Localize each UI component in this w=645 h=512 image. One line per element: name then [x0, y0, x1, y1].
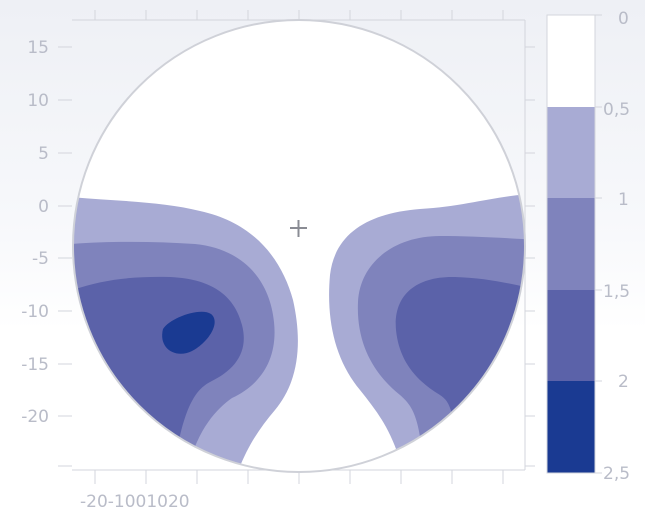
colorbar-tick-label: 2 — [618, 372, 629, 392]
colorbar-tick-label: 2,5 — [603, 464, 630, 484]
y-tick-label: -5 — [32, 249, 49, 269]
colorbar-band — [547, 107, 595, 198]
colorbar-band — [547, 15, 595, 107]
y-tick-label: 10 — [27, 91, 49, 111]
y-tick-label: -15 — [21, 355, 49, 375]
colorbar-band — [547, 290, 595, 381]
center-plus-icon — [290, 220, 307, 237]
contour-field — [73, 20, 525, 472]
y-tick-label: 5 — [38, 144, 49, 164]
axis-ticks — [58, 10, 535, 484]
colorbar-tick-label: 1 — [618, 190, 629, 210]
y-tick-labels: 15 10 5 0 -5 -10 -15 -20 — [21, 38, 49, 427]
colorbar-band — [547, 381, 595, 473]
colorbar-tick-label: 1,5 — [603, 282, 630, 302]
y-tick-label: 15 — [27, 38, 49, 58]
colorbar-border — [546, 14, 596, 474]
colorbar-tick-label: 0 — [618, 9, 629, 29]
contour-left-level-4 — [162, 311, 215, 354]
domain-circle — [72, 19, 526, 473]
x-tick-labels: -20-1001020 — [80, 492, 190, 512]
y-tick-label: -20 — [21, 407, 49, 427]
y-tick-label: 0 — [38, 197, 49, 217]
y-tick-label: -10 — [21, 302, 49, 322]
colorbar-tick-label: 0,5 — [603, 100, 630, 120]
colorbar-band — [547, 198, 595, 290]
colorbar: 0 0,5 1 1,5 2 2,5 — [546, 9, 630, 484]
contour-right-level-3 — [395, 276, 525, 472]
colorbar-ticks — [595, 14, 602, 474]
